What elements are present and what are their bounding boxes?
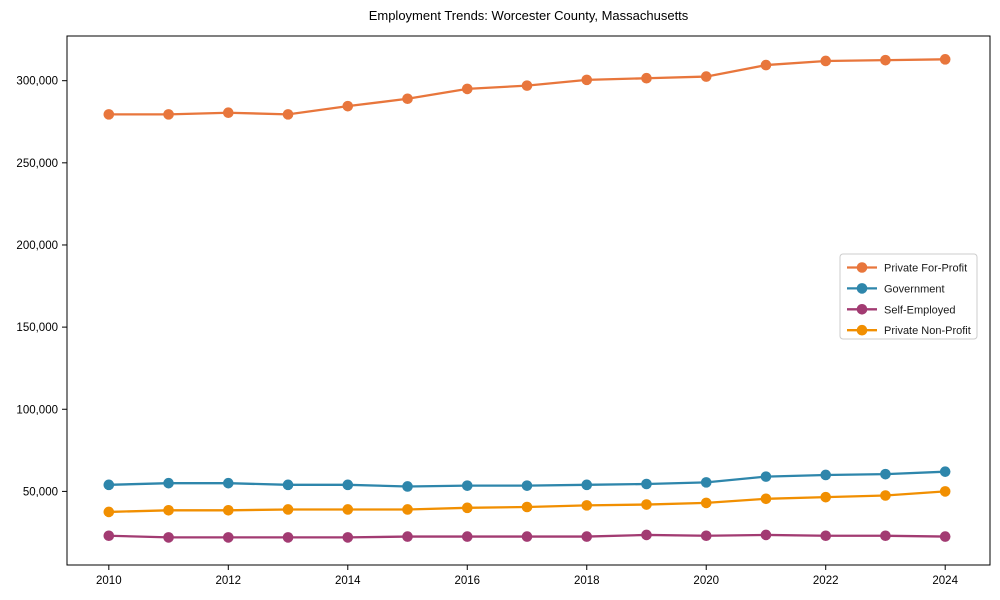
y-tick-label: 100,000 [16,404,58,416]
legend-marker [856,262,868,273]
data-point [461,83,473,95]
data-point [163,109,174,120]
data-point [163,477,174,489]
data-point [760,493,772,505]
legend-item-label: Private Non-Profit [884,325,971,337]
data-point [282,532,294,543]
data-point [581,479,593,491]
x-tick-label: 2012 [216,575,242,587]
y-tick-label: 150,000 [16,322,58,334]
data-point [521,501,533,513]
data-point [282,109,294,120]
data-point [760,59,772,71]
data-point [461,502,473,514]
data-point [223,477,234,489]
data-point [820,55,832,67]
data-point [342,504,354,515]
data-point [402,481,413,492]
data-point [103,109,115,120]
legend-marker [856,304,868,315]
data-point [342,532,354,543]
data-point [641,529,652,541]
y-tick-label: 200,000 [16,240,58,252]
data-point [521,80,533,91]
legend [839,253,978,340]
data-point [103,506,115,518]
data-point [402,504,413,515]
data-point [581,531,593,542]
data-point [880,530,891,542]
data-point [163,504,174,516]
data-point [402,93,413,105]
data-point [461,480,473,491]
data-point [282,504,294,515]
x-tick-label: 2010 [96,575,122,587]
legend-marker [856,324,868,336]
data-point [282,479,294,491]
data-point [700,477,712,488]
y-tick-label: 50,000 [23,486,58,498]
data-point [521,531,533,542]
data-point [939,466,951,477]
data-point [223,532,234,543]
data-point [939,486,951,497]
data-point [103,530,115,542]
x-tick-label: 2014 [335,575,361,587]
x-tick-label: 2020 [693,575,719,587]
data-point [880,490,891,501]
chart-title: Employment Trends: Worcester County, Mas… [368,8,689,23]
data-point [700,530,712,542]
data-point [103,479,115,491]
data-point [163,532,174,543]
x-tick-label: 2024 [932,575,958,587]
legend-item-label: Self-Employed [884,304,956,316]
y-tick-label: 300,000 [16,76,58,88]
data-point [939,54,951,65]
data-point [461,531,473,542]
legend-item-label: Government [884,283,945,295]
legend-marker [856,283,868,294]
data-point [820,530,832,542]
data-point [700,71,712,82]
x-tick-label: 2022 [813,575,839,587]
data-point [880,468,891,480]
data-point [820,469,832,481]
data-point [820,491,832,503]
y-tick-label: 250,000 [16,158,58,170]
data-point [939,531,951,542]
data-point [342,100,354,112]
legend-item-label: Private For-Profit [884,263,967,275]
data-point [402,531,413,542]
data-point [700,497,712,509]
data-point [581,74,593,86]
data-point [223,504,234,516]
plot-border [66,35,991,566]
data-point [760,529,772,541]
data-point [581,500,593,511]
x-tick-label: 2018 [574,575,600,587]
data-point [641,478,652,490]
x-tick-label: 2016 [454,575,480,587]
data-point [342,479,354,491]
data-point [521,480,533,491]
data-point [760,471,772,482]
data-point [223,107,234,119]
data-point [641,499,652,510]
data-point [641,72,652,84]
data-point [880,54,891,66]
